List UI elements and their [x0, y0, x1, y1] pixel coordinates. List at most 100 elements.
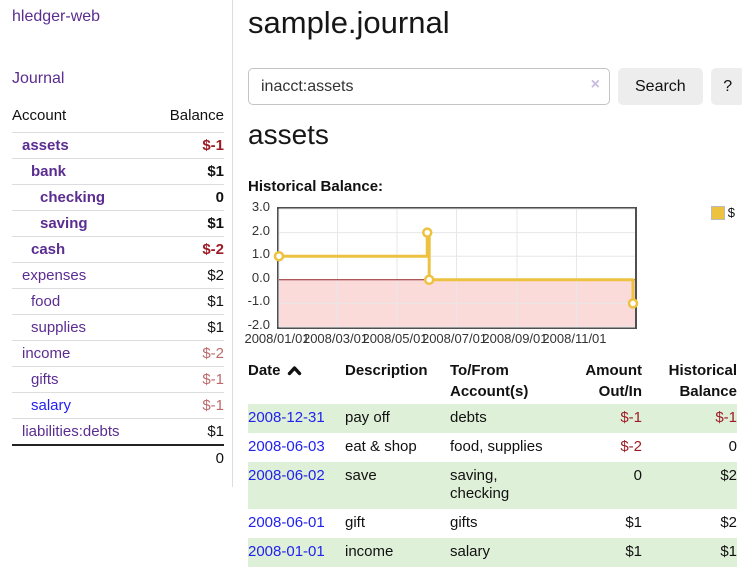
y-tick-label: 1.0 [251, 246, 270, 262]
x-tick-label: 2008/01/01 [244, 331, 310, 346]
y-tick-label: -2.0 [247, 317, 270, 332]
transaction-balance: $2 [720, 466, 737, 484]
clear-search-icon[interactable]: × [590, 76, 600, 93]
x-tick-label: 2008/05/01 [362, 331, 428, 346]
register-col-description: Description [345, 362, 428, 379]
account-row: cash $-2 [12, 236, 224, 263]
transaction-amount: $-1 [620, 409, 642, 426]
transaction-row: 2008-06-03 eat & shop food, supplies $-2 0 [248, 433, 737, 462]
transaction-date-link[interactable]: 2008-01-01 [248, 542, 325, 560]
register-col-to: To/From Account(s) [450, 362, 529, 400]
account-balance: $1 [152, 210, 224, 237]
account-link[interactable]: income [22, 345, 71, 362]
transaction-row: 2008-06-01 gift gifts $1 $2 [248, 509, 737, 538]
help-button[interactable]: ? [710, 68, 742, 105]
account-link[interactable]: expenses [22, 267, 87, 284]
search-box: × [248, 68, 610, 105]
x-tick-label: 2008/07/01 [421, 331, 488, 346]
transaction-amount: 0 [633, 466, 642, 484]
balance-chart-svg [273, 208, 639, 328]
transaction-amount: $-2 [620, 437, 642, 455]
y-tick-label: 0.0 [251, 269, 270, 285]
account-balance: $1 [152, 418, 224, 445]
search-form: × Search ? [248, 68, 742, 105]
transaction-accounts: debts [450, 409, 487, 426]
accounts-total-value: 0 [152, 444, 224, 471]
register-header-row: Date Description To/From Account(s) Amount … [248, 358, 737, 404]
accounts-table: Account Balance assets $-1 bank $1 checking 0… [12, 102, 224, 471]
transaction-description: save [345, 466, 377, 484]
legend-swatch-icon [710, 205, 725, 220]
transaction-description: gift [345, 514, 366, 531]
accounts-total-spacer [12, 444, 153, 471]
account-row: liabilities:debts $1 [12, 418, 224, 445]
account-link[interactable]: bank [31, 163, 67, 180]
transaction-description: income [345, 542, 394, 560]
transaction-amount: $1 [625, 542, 642, 560]
register-col-date[interactable]: Date [248, 358, 345, 404]
account-link[interactable]: assets [22, 137, 69, 154]
account-balance: $-1 [152, 392, 224, 419]
accounts-total-row: 0 [12, 444, 224, 471]
account-row: checking 0 [12, 184, 224, 211]
account-balance: $1 [152, 288, 224, 315]
transaction-accounts: gifts [450, 514, 478, 531]
chart-legend: $ [708, 204, 737, 221]
account-link[interactable]: liabilities:debts [22, 423, 120, 440]
register-table: Date Description To/From Account(s) Amount … [248, 358, 737, 567]
account-row: income $-2 [12, 340, 224, 367]
account-balance: $-1 [152, 366, 224, 393]
y-tick-label: -1.0 [247, 293, 270, 309]
x-tick-label: 2008/11/01 [542, 331, 607, 346]
chart-title: Historical Balance: [248, 178, 384, 195]
account-balance: $-2 [152, 340, 224, 367]
account-balance: 0 [152, 184, 224, 211]
y-tick-label: 3.0 [251, 199, 270, 214]
account-link[interactable]: saving [40, 215, 88, 232]
transaction-row: 2008-12-31 pay off debts $-1 $-1 [248, 404, 737, 433]
account-balance: $1 [152, 158, 224, 185]
transaction-date-link[interactable]: 2008-06-02 [248, 466, 325, 484]
historical-balance-chart: 3.0 2.0 1.0 0.0 -1.0 -2.0 $ 2008/01/01 2008/03… [240, 199, 742, 350]
account-balance: $1 [152, 314, 224, 341]
account-balance: $-2 [152, 236, 224, 263]
search-input[interactable] [248, 68, 610, 105]
account-heading: assets [248, 119, 329, 150]
account-link[interactable]: checking [40, 189, 106, 206]
account-row: assets $-1 [12, 132, 224, 159]
account-balance: $-1 [152, 132, 224, 159]
account-row: expenses $2 [12, 262, 224, 289]
account-link[interactable]: supplies [31, 319, 87, 336]
transaction-accounts: food, supplies [450, 437, 543, 455]
app-brand-link[interactable]: hledger-web [12, 8, 101, 25]
account-link[interactable]: food [31, 293, 61, 310]
transaction-accounts: saving, checking [450, 466, 510, 503]
transaction-accounts: salary [450, 542, 491, 560]
transaction-date-link[interactable]: 2008-12-31 [248, 409, 325, 426]
transaction-balance: 0 [728, 437, 737, 455]
account-row: salary $-1 [12, 392, 224, 419]
transaction-balance: $-1 [715, 409, 737, 426]
account-row: food $1 [12, 288, 224, 315]
transaction-row: 2008-06-02 save saving, checking 0 $2 [248, 461, 737, 509]
y-tick-label: 2.0 [251, 222, 270, 238]
register-col-amount: Amount Out/In [585, 362, 642, 400]
accounts-header-row: Account Balance [12, 102, 224, 133]
search-button[interactable]: Search [618, 68, 703, 105]
transaction-balance: $2 [720, 514, 737, 531]
transaction-row: 2008-01-01 income salary $1 $1 [248, 537, 737, 567]
sidebar-item-journal[interactable]: Journal [12, 70, 65, 87]
account-link[interactable]: gifts [31, 371, 59, 388]
account-link[interactable]: cash [31, 241, 66, 258]
transaction-date-link[interactable]: 2008-06-03 [248, 437, 325, 455]
transaction-amount: $1 [625, 514, 642, 531]
account-link[interactable]: salary [31, 397, 72, 414]
transaction-balance: $1 [720, 542, 737, 560]
account-row: saving $1 [12, 210, 224, 237]
x-tick-label: 2008/09/01 [482, 331, 548, 346]
account-row: gifts $-1 [12, 366, 224, 393]
transaction-description: eat & shop [345, 437, 417, 455]
transaction-date-link[interactable]: 2008-06-01 [248, 514, 325, 531]
accounts-col-balance: Balance [169, 107, 224, 124]
x-tick-label: 2008/03/01 [302, 331, 369, 346]
